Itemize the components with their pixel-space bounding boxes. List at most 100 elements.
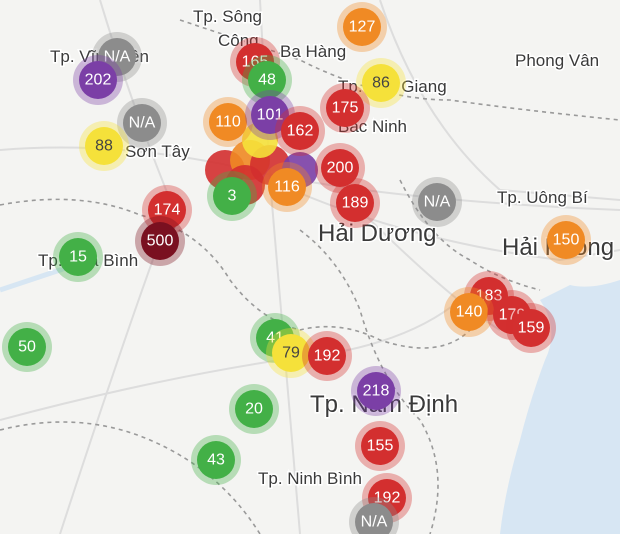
- aqi-marker: 200: [315, 143, 365, 193]
- aqi-marker: 162: [275, 106, 325, 156]
- marker-label: 127: [349, 19, 376, 36]
- marker-label: 162: [287, 123, 314, 140]
- aqi-marker: 500: [135, 216, 185, 266]
- place-label: Tp. Uông Bí: [497, 188, 588, 207]
- aqi-marker: N/A: [117, 98, 167, 148]
- place-label: Hải Dương: [318, 220, 437, 247]
- marker-label: 48: [258, 72, 276, 89]
- marker-label: 140: [456, 304, 483, 321]
- place-label: Sơn Tây: [125, 142, 190, 161]
- marker-label: 200: [327, 160, 354, 177]
- marker-label: 192: [374, 490, 401, 507]
- marker-dot: [213, 177, 251, 215]
- aqi-marker: 3: [207, 171, 257, 221]
- marker-dot: [326, 89, 364, 127]
- marker-dot: [248, 61, 286, 99]
- marker-dot: [79, 61, 117, 99]
- marker-label: 79: [282, 345, 300, 362]
- marker-label: 88: [95, 138, 113, 155]
- marker-dot: [197, 441, 235, 479]
- aqi-marker: 116: [262, 162, 312, 212]
- aqi-marker: 86: [356, 58, 406, 108]
- marker-label: 20: [245, 401, 263, 418]
- marker-label: 192: [314, 348, 341, 365]
- marker-label: 218: [363, 383, 390, 400]
- marker-label: 202: [85, 72, 112, 89]
- marker-label: 155: [367, 438, 394, 455]
- aqi-marker: 110: [203, 97, 253, 147]
- marker-label: 150: [553, 232, 580, 249]
- marker-dot: [85, 127, 123, 165]
- marker-label: 3: [228, 188, 237, 205]
- marker-dot: [343, 8, 381, 46]
- marker-dot: [268, 168, 306, 206]
- aqi-marker: 174: [142, 185, 192, 235]
- place-label: Tp. Sông: [193, 7, 262, 26]
- aqi-marker: 48: [242, 55, 292, 105]
- place-label: Tp. Ninh Bình: [258, 469, 362, 488]
- marker-dot: [512, 309, 550, 347]
- marker-dot: [235, 390, 273, 428]
- aqi-marker: 20: [229, 384, 279, 434]
- aqi-marker: 175: [320, 83, 370, 133]
- marker-label: N/A: [361, 514, 388, 531]
- marker-label: 101: [257, 107, 284, 124]
- sea: [500, 280, 620, 534]
- aqi-marker: 15: [53, 232, 103, 282]
- marker-label: 50: [18, 339, 36, 356]
- marker-dot: [59, 238, 97, 276]
- aqi-marker: 155: [355, 421, 405, 471]
- marker-label: 116: [274, 179, 300, 196]
- place-label: Phong Vân: [515, 51, 599, 70]
- marker-dot: [361, 427, 399, 465]
- marker-label: 110: [215, 114, 241, 131]
- marker-label: 174: [154, 202, 181, 219]
- marker-dot: [547, 221, 585, 259]
- aqi-marker: 140: [444, 287, 494, 337]
- marker-label: 86: [372, 75, 390, 92]
- marker-label: 43: [207, 452, 225, 469]
- marker-label: N/A: [104, 49, 131, 66]
- marker-dot: [321, 149, 359, 187]
- aqi-marker: 202: [73, 55, 123, 105]
- borders: [0, 19, 620, 534]
- marker-dot: [148, 191, 186, 229]
- aqi-marker: 192: [302, 331, 352, 381]
- marker-label: 159: [518, 320, 545, 337]
- marker-label: 189: [342, 195, 369, 212]
- marker-dot: [336, 184, 374, 222]
- aqi-marker: N/A: [412, 177, 462, 227]
- marker-dot: [209, 103, 247, 141]
- aqi-marker: 88: [79, 121, 129, 171]
- aqi-marker: 127: [337, 2, 387, 52]
- aqi-marker: 189: [330, 178, 380, 228]
- aqi-marker: N/A: [92, 32, 142, 82]
- aqi-marker: 179: [487, 290, 537, 340]
- aqi-marker: 79: [266, 328, 316, 378]
- marker-dot: [357, 372, 395, 410]
- marker-label: 15: [69, 249, 87, 266]
- marker-label: 175: [332, 100, 359, 117]
- marker-dot: [123, 104, 161, 142]
- marker-label: N/A: [424, 194, 451, 211]
- marker-dot: [418, 183, 456, 221]
- marker-dot: [8, 328, 46, 366]
- marker-dot: [251, 96, 289, 134]
- aqi-marker: 50: [2, 322, 52, 372]
- place-label: Ba Hàng: [280, 42, 346, 61]
- marker-label: 500: [147, 233, 174, 250]
- aqi-marker: 150: [541, 215, 591, 265]
- marker-dot: [308, 337, 346, 375]
- marker-dot: [141, 222, 179, 260]
- marker-label: N/A: [129, 115, 156, 132]
- aqi-marker: 159: [506, 303, 556, 353]
- marker-dot: [362, 64, 400, 102]
- marker-dot: [281, 112, 319, 150]
- aqi-marker: 218: [351, 366, 401, 416]
- aqi-marker: 43: [191, 435, 241, 485]
- marker-dot: [272, 334, 310, 372]
- marker-dot: [355, 503, 393, 534]
- aqi-marker: N/A: [349, 497, 399, 534]
